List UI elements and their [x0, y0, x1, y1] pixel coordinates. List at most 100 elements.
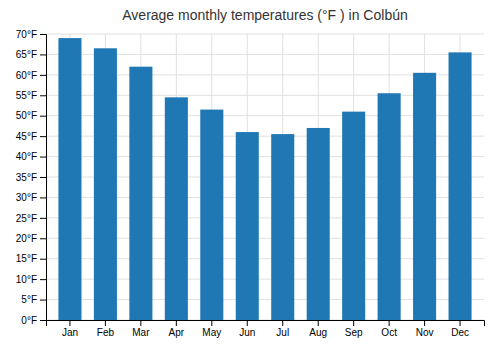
tick: Oct [381, 320, 397, 338]
bar [94, 48, 117, 320]
tick-mark [460, 320, 461, 326]
tick-label: 65°F [16, 49, 37, 60]
x-axis: Jan Feb Mar Apr May Jun Jul Aug Sep Oct Nov Dec [47, 320, 485, 338]
tick-mark [40, 54, 46, 55]
tick: 5°F [21, 294, 46, 305]
tick: Apr [169, 320, 185, 338]
tick-mark [40, 238, 46, 239]
tick: Aug [309, 320, 327, 338]
tick-label: Dec [451, 327, 469, 338]
axis-line [40, 35, 47, 321]
tick: 60°F [16, 70, 46, 81]
tick-mark [247, 320, 248, 326]
tick-label: 70°F [16, 29, 37, 40]
tick-mark [424, 320, 425, 326]
bar [165, 97, 188, 320]
tick: 65°F [16, 49, 46, 60]
tick: Feb [97, 320, 115, 338]
bar [200, 110, 223, 320]
y-axis: 0°F 5°F 10°F 15°F 20°F 25°F 30°F 35°F 40°F 45°F 50… [16, 29, 47, 326]
tick-mark [40, 279, 46, 280]
bar [236, 132, 259, 320]
plot: 0°F 5°F 10°F 15°F 20°F 25°F 30°F 35°F 40°F 45°F 50… [16, 29, 485, 338]
tick-mark [40, 75, 46, 76]
tick-label: Jul [276, 327, 289, 338]
tick-label: 55°F [16, 90, 37, 101]
grid [46, 34, 484, 320]
tick-label: 0°F [21, 315, 37, 326]
tick-mark [40, 136, 46, 137]
bar [449, 52, 472, 320]
tick-mark [389, 320, 390, 326]
tick: 70°F [16, 29, 46, 40]
tick: 50°F [16, 110, 46, 121]
tick-mark [40, 157, 46, 158]
tick-mark [40, 259, 46, 260]
tick: May [202, 320, 221, 338]
tick-mark [40, 300, 46, 301]
tick-label: 50°F [16, 110, 37, 121]
tick-mark [40, 320, 46, 321]
title: Average monthly temperatures (°F ) in Co… [122, 7, 407, 23]
tick-mark [318, 320, 319, 326]
tick: Jun [239, 320, 255, 338]
tick-mark [69, 320, 70, 326]
tick: Mar [132, 320, 150, 338]
tick-mark [40, 177, 46, 178]
tick: 15°F [16, 253, 46, 264]
tick: 0°F [21, 315, 46, 326]
bars [58, 38, 471, 320]
tick: Jan [62, 320, 78, 338]
tick-mark [176, 320, 177, 326]
tick: 25°F [16, 213, 46, 224]
tick-label: Feb [97, 327, 115, 338]
tick: Sep [345, 320, 363, 338]
tick-label: Aug [309, 327, 327, 338]
tick-mark [105, 320, 106, 326]
tick-label: 60°F [16, 70, 37, 81]
tick-label: Oct [381, 327, 397, 338]
tick-label: Sep [345, 327, 363, 338]
tick-label: Mar [132, 327, 150, 338]
bar [271, 134, 294, 320]
tick-label: 5°F [21, 294, 37, 305]
tick: Jul [276, 320, 289, 338]
tick: 20°F [16, 233, 46, 244]
tick: Nov [416, 320, 434, 338]
tick-mark [353, 320, 354, 326]
tick-label: Nov [416, 327, 434, 338]
tick-label: May [202, 327, 221, 338]
bar [342, 112, 365, 320]
bar [307, 128, 330, 320]
tick-mark [40, 197, 46, 198]
tick-label: 20°F [16, 233, 37, 244]
tick-label: 10°F [16, 274, 37, 285]
tick: 45°F [16, 131, 46, 142]
tick-label: Apr [169, 327, 185, 338]
tick: 55°F [16, 90, 46, 101]
grid-line [46, 34, 484, 35]
tick-label: 15°F [16, 253, 37, 264]
tick-label: 25°F [16, 213, 37, 224]
tick-label: 35°F [16, 172, 37, 183]
tick: Dec [451, 320, 469, 338]
axis-line [47, 321, 485, 327]
bar [58, 38, 81, 320]
bar [129, 67, 152, 320]
tick-mark [140, 320, 141, 326]
tick-label: 45°F [16, 131, 37, 142]
tick-label: Jun [239, 327, 255, 338]
tick: 40°F [16, 151, 46, 162]
bar [378, 93, 401, 320]
tick: 30°F [16, 192, 46, 203]
tick: 10°F [16, 274, 46, 285]
tick-mark [282, 320, 283, 326]
tick-mark [40, 34, 46, 35]
tick-label: Jan [62, 327, 78, 338]
tick-mark [40, 116, 46, 117]
tick-mark [40, 218, 46, 219]
tick-label: 30°F [16, 192, 37, 203]
tick: 35°F [16, 172, 46, 183]
chart: 0°F 5°F 10°F 15°F 20°F 25°F 30°F 35°F 40°F 45°F 50… [0, 0, 500, 350]
tick-mark [211, 320, 212, 326]
